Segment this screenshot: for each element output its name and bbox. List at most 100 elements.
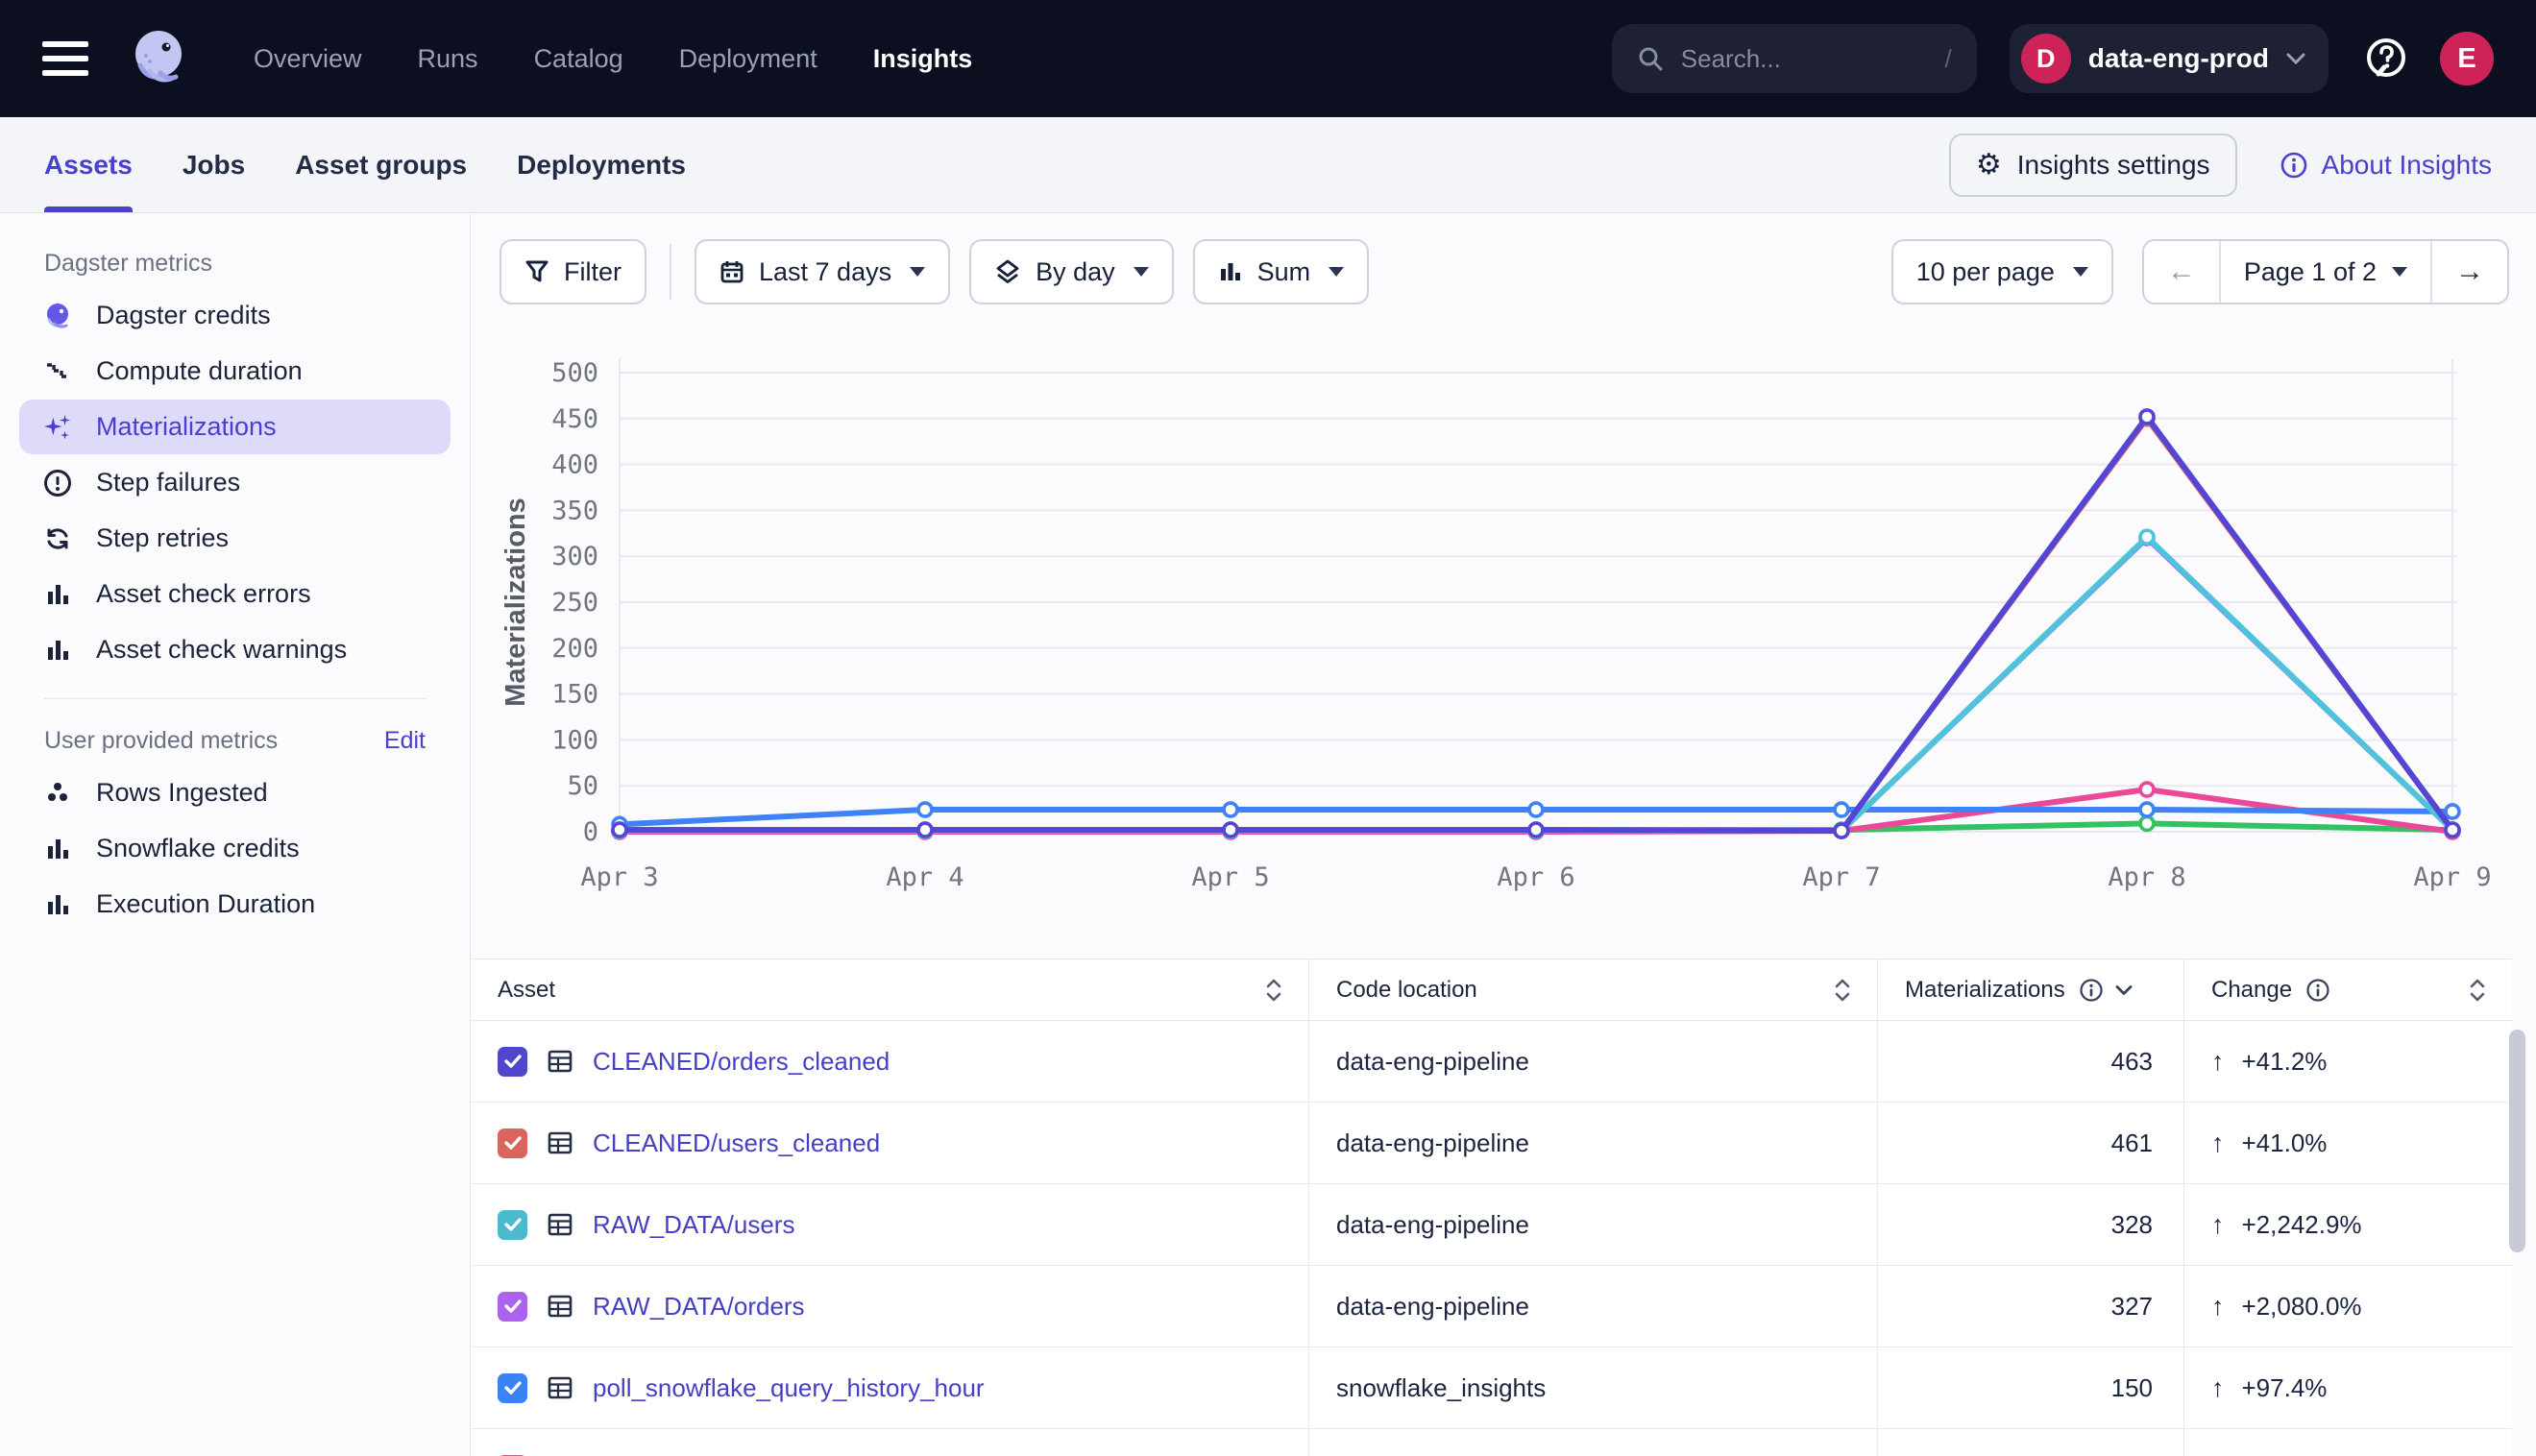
sort-icon[interactable] xyxy=(1266,978,1281,1003)
series-checkbox[interactable] xyxy=(498,1373,527,1403)
org-switcher[interactable]: D data-eng-prod xyxy=(2010,24,2329,93)
hamburger-menu-icon[interactable] xyxy=(42,41,88,76)
materializations-cell: 47 xyxy=(1877,1429,2183,1456)
steps-icon xyxy=(42,356,73,387)
chart-point[interactable] xyxy=(2140,410,2154,424)
primary-nav-links: Overview Runs Catalog Deployment Insight… xyxy=(254,44,972,74)
chart-point[interactable] xyxy=(918,803,932,816)
sidebar-item-asset-check-warnings[interactable]: Asset check warnings xyxy=(19,622,451,677)
sort-desc-icon[interactable] xyxy=(2115,984,2133,996)
sort-icon[interactable] xyxy=(1835,978,1850,1003)
edit-metrics-link[interactable]: Edit xyxy=(384,727,426,755)
chart-point[interactable] xyxy=(613,823,626,837)
materializations-chart: 050100150200250300350400450500Apr 3Apr 4… xyxy=(500,336,2536,922)
asset-link[interactable]: CLEANED/orders_cleaned xyxy=(593,1047,890,1077)
search-shortcut-hint: / xyxy=(1945,44,1952,74)
nav-runs[interactable]: Runs xyxy=(418,44,478,74)
page-select-button[interactable]: Page 1 of 2 xyxy=(2219,241,2430,303)
column-header-asset[interactable]: Asset xyxy=(471,959,1308,1020)
gear-icon: ⚙ xyxy=(1976,148,2002,182)
aggregation-button[interactable]: Sum xyxy=(1193,239,1370,304)
org-name: data-eng-prod xyxy=(2088,43,2269,74)
tab-asset-groups[interactable]: Asset groups xyxy=(295,117,467,212)
tab-deployments[interactable]: Deployments xyxy=(517,117,686,212)
code-location-cell: data-eng-pipeline xyxy=(1308,1429,1877,1456)
asset-link[interactable]: poll_snowflake_query_history_hour xyxy=(593,1373,985,1403)
chart-x-labels: Apr 3Apr 4Apr 5Apr 6Apr 7Apr 8Apr 9 xyxy=(580,862,2491,892)
help-icon[interactable] xyxy=(2363,36,2409,82)
sidebar-item-execution-duration[interactable]: Execution Duration xyxy=(19,877,451,932)
table-grid-icon xyxy=(547,1211,573,1238)
right-arrow-icon: → xyxy=(2455,255,2484,288)
sidebar-item-rows-ingested[interactable]: Rows Ingested xyxy=(19,765,451,820)
chart-point[interactable] xyxy=(2140,816,2154,830)
column-header-code-location[interactable]: Code location xyxy=(1308,959,1877,1020)
column-header-change[interactable]: Change xyxy=(2183,959,2512,1020)
info-icon[interactable] xyxy=(2079,978,2104,1003)
insights-settings-button[interactable]: ⚙ Insights settings xyxy=(1949,133,2237,197)
sort-icon[interactable] xyxy=(2470,978,2485,1003)
granularity-button[interactable]: By day xyxy=(969,239,1174,304)
nav-insights[interactable]: Insights xyxy=(873,44,973,74)
code-location-cell: data-eng-pipeline xyxy=(1308,1021,1877,1102)
tab-assets[interactable]: Assets xyxy=(44,117,133,212)
sidebar-item-step-failures[interactable]: Step failures xyxy=(19,455,451,510)
svg-text:300: 300 xyxy=(551,542,598,571)
nav-deployment[interactable]: Deployment xyxy=(679,44,817,74)
svg-text:Apr 3: Apr 3 xyxy=(580,862,658,892)
chart-point[interactable] xyxy=(1529,803,1543,816)
sidebar-item-label: Asset check warnings xyxy=(96,635,347,665)
check-icon xyxy=(504,1218,522,1231)
sidebar-item-materializations[interactable]: Materializations xyxy=(19,400,451,454)
chart-point[interactable] xyxy=(2140,530,2154,544)
sidebar-section-title: Dagster metrics xyxy=(19,239,451,287)
nav-catalog[interactable]: Catalog xyxy=(534,44,623,74)
chevron-down-icon xyxy=(1329,267,1344,277)
asset-link[interactable]: RAW_DATA/users xyxy=(593,1210,794,1240)
sidebar-item-dagster-credits[interactable]: Dagster credits xyxy=(19,288,451,343)
date-range-button[interactable]: Last 7 days xyxy=(695,239,950,304)
chart-point[interactable] xyxy=(2446,823,2459,837)
series-checkbox[interactable] xyxy=(498,1128,527,1158)
about-insights-link[interactable]: About Insights xyxy=(2280,150,2492,181)
nav-overview[interactable]: Overview xyxy=(254,44,362,74)
series-checkbox[interactable] xyxy=(498,1210,527,1240)
svg-text:Apr 5: Apr 5 xyxy=(1191,862,1269,892)
user-avatar[interactable]: E xyxy=(2440,32,2494,85)
asset-link[interactable]: CLEANED/users_cleaned xyxy=(593,1128,880,1158)
chart-series-CLEANED/orders_cleaned xyxy=(613,410,2459,837)
column-header-materializations[interactable]: Materializations xyxy=(1877,959,2183,1020)
chart-point[interactable] xyxy=(1224,823,1237,837)
svg-text:Apr 9: Apr 9 xyxy=(2413,862,2491,892)
search-input[interactable]: Search... / xyxy=(1612,24,1977,93)
chart-point[interactable] xyxy=(2140,783,2154,796)
next-page-button[interactable]: → xyxy=(2430,241,2507,303)
per-page-button[interactable]: 10 per page xyxy=(1891,239,2113,304)
chart-point[interactable] xyxy=(2446,805,2459,818)
chart-point[interactable] xyxy=(918,823,932,837)
chart-point[interactable] xyxy=(1835,824,1848,837)
materializations-cell: 327 xyxy=(1877,1266,2183,1347)
series-checkbox[interactable] xyxy=(498,1292,527,1322)
svg-text:Apr 8: Apr 8 xyxy=(2108,862,2185,892)
table-grid-icon xyxy=(547,1048,573,1075)
sidebar-item-asset-check-errors[interactable]: Asset check errors xyxy=(19,567,451,621)
info-icon xyxy=(2280,151,2308,180)
chart-line xyxy=(620,538,2452,831)
chart-point[interactable] xyxy=(1835,803,1848,816)
chart-point[interactable] xyxy=(2140,803,2154,816)
filter-button[interactable]: Filter xyxy=(500,239,646,304)
sidebar-item-snowflake-credits[interactable]: Snowflake credits xyxy=(19,821,451,876)
asset-link[interactable]: RAW_DATA/orders xyxy=(593,1292,805,1322)
check-icon xyxy=(504,1136,522,1150)
table-scrollbar[interactable] xyxy=(2509,1030,2525,1252)
info-icon[interactable] xyxy=(2305,978,2330,1003)
prev-page-button[interactable]: ← xyxy=(2144,241,2219,303)
sidebar-item-compute-duration[interactable]: Compute duration xyxy=(19,344,451,399)
series-checkbox[interactable] xyxy=(498,1047,527,1077)
tab-jobs[interactable]: Jobs xyxy=(183,117,245,212)
chart-point[interactable] xyxy=(1529,823,1543,837)
sidebar-item-label: Materializations xyxy=(96,412,277,442)
sidebar-item-step-retries[interactable]: Step retries xyxy=(19,511,451,566)
chart-point[interactable] xyxy=(1224,803,1237,816)
